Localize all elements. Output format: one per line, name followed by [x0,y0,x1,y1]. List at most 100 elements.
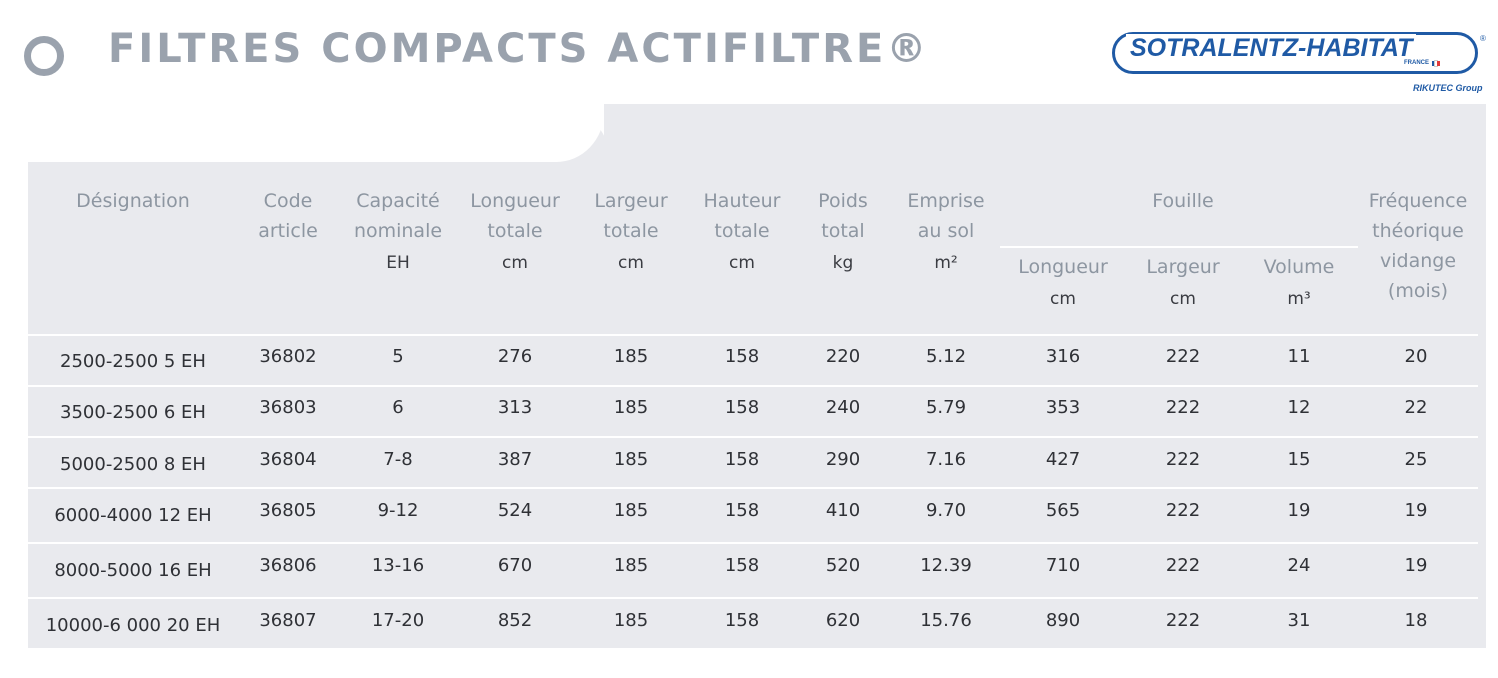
logo-oval-shape [1112,32,1478,74]
cell-largeur: 185 [613,397,649,418]
cell-fouille-longueur: 427 [1045,449,1081,470]
cell-emprise: 5.79 [925,397,967,418]
cell-fouille-longueur: 316 [1045,346,1081,367]
header-fouille-longueur: Longueur [1018,256,1108,278]
cell-fouille-longueur: 565 [1045,500,1081,521]
cell-capacite: 5 [392,346,404,367]
cell-frequence: 18 [1404,610,1428,631]
cell-hauteur: 158 [724,555,760,576]
cell-longueur: 670 [497,555,533,576]
header-fouille-largeur-unit: cm [1170,289,1196,309]
header-emprise-1: Emprise [907,190,985,212]
cell-capacite: 7-8 [383,449,413,470]
cell-fouille-largeur: 222 [1165,397,1201,418]
header-longueur-2: totale [487,220,543,242]
logo-registered-mark: ® [1480,34,1486,43]
header-fouille-longueur-unit: cm [1050,289,1076,309]
header-fouille-volume: Volume [1263,256,1335,278]
header-designation: Désignation [76,190,190,212]
cell-longueur: 387 [497,449,533,470]
cell-code: 36804 [259,449,317,470]
cell-emprise: 5.12 [925,346,967,367]
header-fouille-largeur: Largeur [1146,256,1220,278]
header-hauteur-1: Hauteur [703,190,781,212]
cell-fouille-longueur: 890 [1045,610,1081,631]
cell-poids: 290 [825,449,861,470]
cell-hauteur: 158 [724,610,760,631]
cell-designation: 8000-5000 16 EH [54,560,212,581]
header-code-2: article [258,220,318,242]
cell-poids: 520 [825,555,861,576]
cell-designation: 10000-6 000 20 EH [45,615,221,636]
page-title: FILTRES COMPACTS ACTIFILTRE® [108,26,930,72]
header-longueur-unit: cm [502,253,528,273]
cell-fouille-volume: 11 [1287,346,1311,367]
cell-frequence: 19 [1404,500,1428,521]
header-frequence-3: vidange [1379,250,1457,272]
cell-largeur: 185 [613,449,649,470]
cell-fouille-largeur: 222 [1165,449,1201,470]
cell-longueur: 852 [497,610,533,631]
header-largeur-1: Largeur [594,190,668,212]
spec-table: Désignation Code article Capacité nomina… [28,162,1486,648]
header-frequence-2: théorique [1372,220,1464,242]
cell-fouille-largeur: 222 [1165,346,1201,367]
cell-emprise: 12.39 [920,555,972,576]
row-divider [28,597,1478,599]
header-fouille-volume-unit: m³ [1287,289,1311,309]
header-largeur-unit: cm [618,253,644,273]
cell-designation: 2500-2500 5 EH [60,351,206,372]
cell-fouille-volume: 19 [1287,500,1311,521]
row-divider [28,542,1478,544]
cell-fouille-volume: 24 [1287,555,1311,576]
cell-poids: 240 [825,397,861,418]
header-emprise-unit: m² [934,253,958,273]
header-poids-1: Poids [818,190,868,212]
logo-country: FRANCE [1404,59,1441,67]
cell-code: 36807 [259,610,317,631]
cell-designation: 3500-2500 6 EH [60,402,206,423]
row-divider [28,487,1478,489]
french-flag-icon [1432,59,1441,67]
row-divider [28,385,1478,387]
cell-fouille-longueur: 353 [1045,397,1081,418]
header-poids-2: total [821,220,865,242]
header-capacite-1: Capacité [356,190,440,212]
logo-group-text: RIKUTEC Group [1413,83,1483,93]
header-divider [28,334,1478,336]
cell-fouille-longueur: 710 [1045,555,1081,576]
header-frequence-1: Fréquence [1368,190,1468,212]
circle-bullet-icon [24,36,64,76]
header-largeur-2: totale [603,220,659,242]
cell-hauteur: 158 [724,346,760,367]
header-capacite-unit: EH [386,253,410,273]
row-divider [28,436,1478,438]
cell-frequence: 20 [1404,346,1428,367]
cell-hauteur: 158 [724,397,760,418]
cell-longueur: 313 [497,397,533,418]
cell-frequence: 22 [1404,397,1428,418]
cell-frequence: 25 [1404,449,1428,470]
logo-country-text: FRANCE [1404,60,1429,66]
header-poids-unit: kg [832,253,854,273]
cell-frequence: 19 [1404,555,1428,576]
panel-tab [604,104,1486,164]
cell-capacite: 13-16 [371,555,425,576]
header-capacite-2: nominale [353,220,443,242]
cell-largeur: 185 [613,346,649,367]
header-hauteur-unit: cm [729,253,755,273]
cell-emprise: 9.70 [925,500,967,521]
cell-designation: 5000-2500 8 EH [60,454,206,475]
cell-largeur: 185 [613,555,649,576]
cell-hauteur: 158 [724,449,760,470]
panel-tab-curve [540,104,610,164]
header-hauteur-2: totale [714,220,770,242]
cell-hauteur: 158 [724,500,760,521]
cell-fouille-largeur: 222 [1165,500,1201,521]
header-frequence-4: (mois) [1387,280,1449,302]
cell-code: 36806 [259,555,317,576]
logo-brand-text: SOTRALENTZ-HABITAT [1126,34,1417,63]
header-fouille: Fouille [1152,190,1214,212]
cell-fouille-volume: 12 [1287,397,1311,418]
cell-emprise: 15.76 [920,610,972,631]
